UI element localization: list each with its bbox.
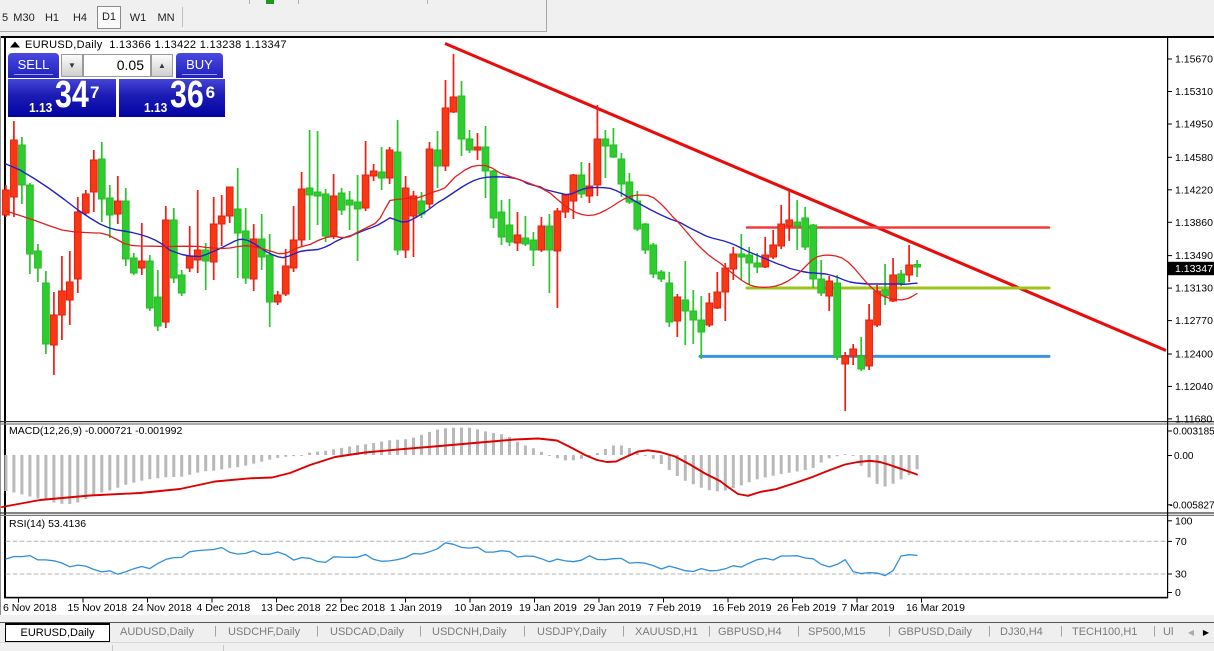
svg-text:100: 100 xyxy=(1175,515,1193,527)
svg-text:70: 70 xyxy=(1175,536,1187,548)
svg-text:-0.005827: -0.005827 xyxy=(1170,500,1214,511)
svg-text:1.15310: 1.15310 xyxy=(1175,86,1213,98)
svg-text:10 Jan 2019: 10 Jan 2019 xyxy=(455,602,513,614)
svg-text:0.00: 0.00 xyxy=(1174,451,1194,462)
svg-text:1 Jan 2019: 1 Jan 2019 xyxy=(390,602,442,614)
svg-text:MACD(12,26,9) -0.000721 -0.001: MACD(12,26,9) -0.000721 -0.001992 xyxy=(9,425,183,437)
svg-text:6 Nov 2018: 6 Nov 2018 xyxy=(3,602,57,614)
svg-text:7 Mar 2019: 7 Mar 2019 xyxy=(842,602,895,614)
svg-text:1.14580: 1.14580 xyxy=(1175,152,1213,164)
svg-text:1.12770: 1.12770 xyxy=(1175,315,1213,327)
svg-text:13 Dec 2018: 13 Dec 2018 xyxy=(261,602,321,614)
svg-text:19 Jan 2019: 19 Jan 2019 xyxy=(519,602,577,614)
svg-text:16 Feb 2019: 16 Feb 2019 xyxy=(713,602,772,614)
svg-text:RSI(14) 53.4136: RSI(14) 53.4136 xyxy=(9,518,86,530)
svg-text:1.13490: 1.13490 xyxy=(1175,250,1213,262)
svg-text:29 Jan 2019: 29 Jan 2019 xyxy=(584,602,642,614)
svg-text:1.14950: 1.14950 xyxy=(1175,119,1213,131)
svg-text:0.003185: 0.003185 xyxy=(1173,427,1214,438)
svg-text:1.13130: 1.13130 xyxy=(1175,283,1213,295)
svg-text:7 Feb 2019: 7 Feb 2019 xyxy=(648,602,701,614)
svg-text:16 Mar 2019: 16 Mar 2019 xyxy=(906,602,965,614)
svg-text:30: 30 xyxy=(1175,569,1187,581)
svg-text:EURUSD,Daily 1.13366 1.13422: EURUSD,Daily 1.13366 1.13422 1.13238 1.1… xyxy=(25,39,287,51)
svg-text:26 Feb 2019: 26 Feb 2019 xyxy=(777,602,836,614)
svg-text:24 Nov 2018: 24 Nov 2018 xyxy=(132,602,192,614)
svg-text:4 Dec 2018: 4 Dec 2018 xyxy=(197,602,251,614)
svg-text:22 Dec 2018: 22 Dec 2018 xyxy=(326,602,386,614)
svg-text:1.13347: 1.13347 xyxy=(1175,263,1213,275)
svg-text:1.14220: 1.14220 xyxy=(1175,184,1213,196)
svg-text:0: 0 xyxy=(1175,587,1181,599)
svg-text:1.11680: 1.11680 xyxy=(1175,413,1212,425)
svg-text:15 Nov 2018: 15 Nov 2018 xyxy=(68,602,128,614)
svg-text:1.13860: 1.13860 xyxy=(1175,217,1213,229)
svg-text:1.12400: 1.12400 xyxy=(1175,349,1213,361)
svg-text:1.15670: 1.15670 xyxy=(1175,54,1213,66)
svg-text:1.12040: 1.12040 xyxy=(1175,381,1213,393)
